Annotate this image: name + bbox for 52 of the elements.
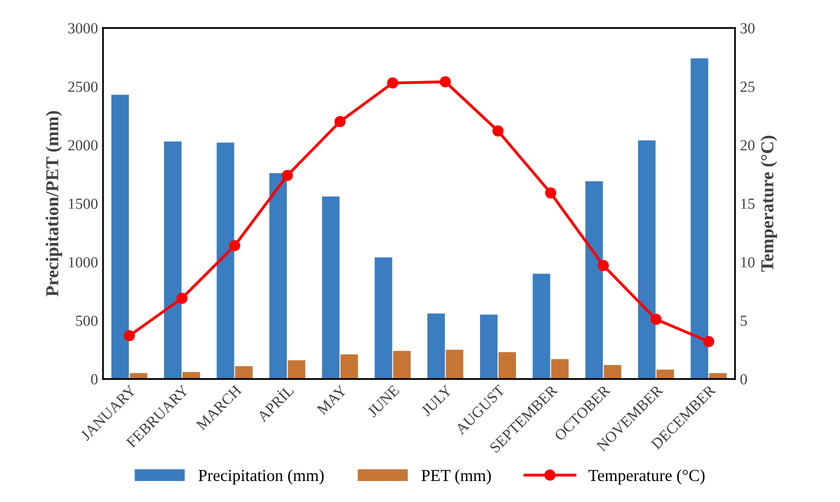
y-tick-label: 1500	[68, 198, 98, 209]
bar	[604, 364, 622, 379]
point	[703, 336, 714, 348]
point	[545, 187, 556, 199]
point	[334, 116, 346, 128]
legend-label: Precipitation (mm)	[198, 469, 324, 484]
bar	[480, 314, 498, 379]
bar	[235, 366, 253, 379]
bar	[374, 257, 392, 379]
y2-tick-label: 15	[741, 198, 755, 209]
point	[229, 240, 240, 252]
bar	[269, 173, 287, 379]
point	[650, 314, 662, 325]
y2-axis-title: Temperature (°C)	[760, 136, 778, 272]
bar	[585, 181, 603, 379]
y2-tick-label: 0	[740, 374, 747, 384]
y-tick-label: 3000	[68, 23, 98, 34]
bar	[532, 274, 550, 379]
bar	[427, 313, 445, 379]
bar	[551, 359, 569, 379]
point	[282, 170, 293, 181]
bar	[216, 142, 234, 379]
point	[492, 125, 504, 137]
bar	[164, 141, 182, 379]
y-tick-label: 2000	[68, 140, 98, 150]
legend-label: PET (mm)	[422, 469, 491, 484]
bar	[656, 370, 674, 379]
point	[387, 77, 398, 89]
legend-label: Temperature (°C)	[588, 469, 705, 484]
y2-tick-label: 20	[740, 140, 755, 150]
point	[440, 76, 451, 88]
y2-tick-label: 30	[740, 23, 755, 34]
bar	[393, 350, 411, 379]
y2-tick-label: 10	[741, 257, 755, 268]
y-tick-label: 500	[76, 316, 98, 326]
bar	[340, 354, 358, 379]
bar	[446, 350, 464, 379]
point	[124, 330, 135, 342]
bar	[638, 140, 656, 379]
y-tick-label: 1000	[68, 257, 98, 268]
y2-tick-label: 5	[740, 316, 747, 326]
y2-tick-label: 25	[740, 82, 755, 92]
bar	[288, 360, 306, 379]
point	[176, 292, 188, 304]
bar	[690, 58, 708, 379]
y-tick-label: 2500	[68, 82, 98, 92]
bar	[498, 352, 516, 379]
y-tick-label: 0	[91, 374, 98, 384]
bar	[322, 196, 340, 379]
y-axis-title: Precipitation/PET (mm)	[46, 111, 62, 296]
point	[598, 260, 609, 272]
bar	[111, 94, 129, 379]
